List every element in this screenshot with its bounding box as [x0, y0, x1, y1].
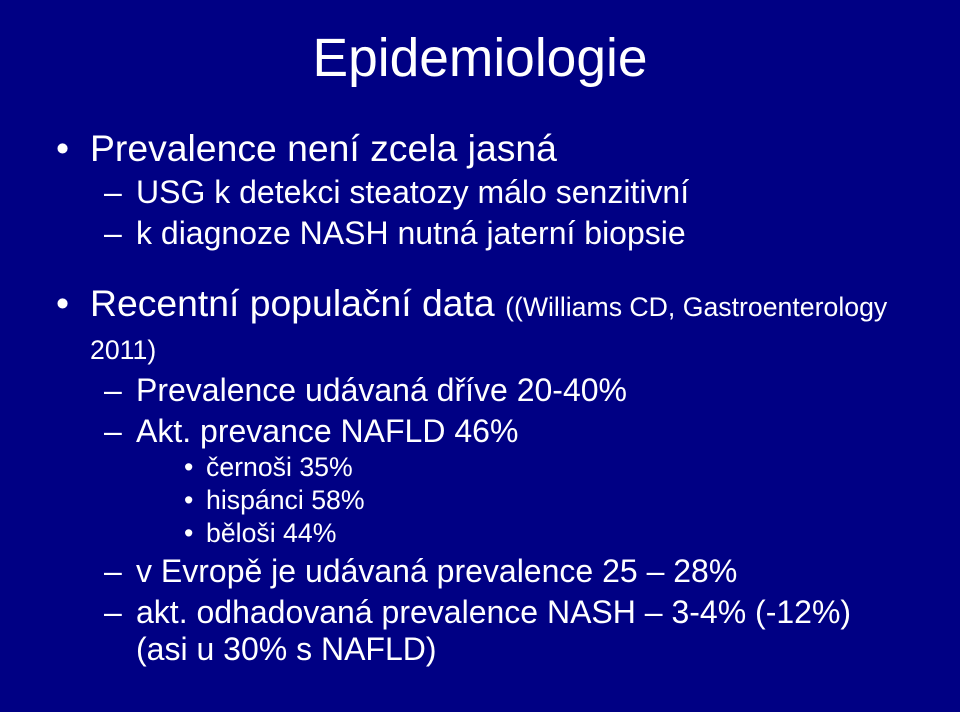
lvl2-text: k diagnoze NASH nutná jaterní biopsie	[136, 215, 686, 251]
lvl3-item: hispánci 58%	[136, 485, 904, 516]
lvl2-item: Akt. prevance NAFLD 46% černoši 35% hisp…	[90, 413, 904, 549]
lvl2-text: Prevalence udávaná dříve 20-40%	[136, 372, 627, 408]
slide: Epidemiologie Prevalence není zcela jasn…	[0, 0, 960, 712]
lvl1-item: Prevalence není zcela jasná USG k detekc…	[56, 127, 904, 252]
lvl3-text: hispánci 58%	[206, 485, 365, 515]
lvl2-text: akt. odhadovaná prevalence NASH – 3-4% (…	[136, 594, 851, 667]
lvl2-text: v Evropě je udávaná prevalence 25 – 28%	[136, 553, 737, 589]
lvl1-text: Recentní populační data	[90, 282, 505, 324]
lvl3-item: černoši 35%	[136, 452, 904, 483]
lvl2-item: USG k detekci steatozy málo senzitivní	[90, 174, 904, 211]
lvl2-text: Akt. prevance NAFLD 46%	[136, 413, 518, 449]
bullet-list-lvl2: USG k detekci steatozy málo senzitivní k…	[90, 174, 904, 252]
lvl1-item: Recentní populační data ((Williams CD, G…	[56, 282, 904, 668]
lvl2-item: Prevalence udávaná dříve 20-40%	[90, 372, 904, 409]
lvl3-item: běloši 44%	[136, 518, 904, 549]
bullet-list-lvl3: černoši 35% hispánci 58% běloši 44%	[136, 452, 904, 549]
lvl3-text: běloši 44%	[206, 518, 336, 548]
lvl2-item: v Evropě je udávaná prevalence 25 – 28%	[90, 553, 904, 590]
lvl1-text: Prevalence není zcela jasná	[90, 127, 557, 169]
bullet-list-lvl1: Prevalence není zcela jasná USG k detekc…	[56, 127, 904, 668]
lvl2-item: k diagnoze NASH nutná jaterní biopsie	[90, 215, 904, 252]
lvl3-text: černoši 35%	[206, 452, 353, 482]
bullet-list-lvl2: Prevalence udávaná dříve 20-40% Akt. pre…	[90, 372, 904, 668]
lvl2-text: USG k detekci steatozy málo senzitivní	[136, 174, 689, 210]
slide-title: Epidemiologie	[56, 28, 904, 89]
lvl2-item: akt. odhadovaná prevalence NASH – 3-4% (…	[90, 594, 904, 668]
